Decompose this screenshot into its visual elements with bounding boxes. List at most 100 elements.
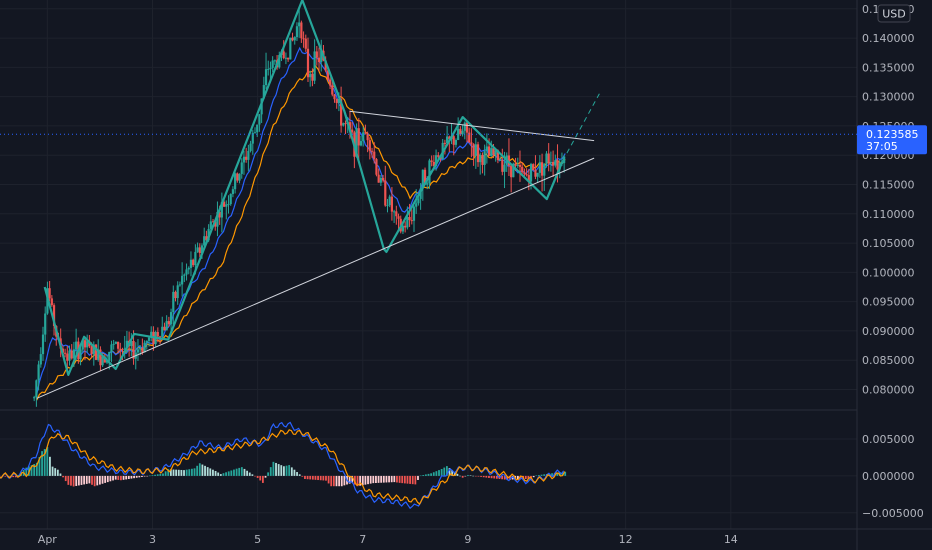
- candle-body[interactable]: [340, 98, 343, 126]
- candle-body[interactable]: [320, 50, 323, 62]
- candle-body[interactable]: [205, 236, 208, 241]
- candle-body[interactable]: [300, 22, 303, 39]
- candle-body[interactable]: [267, 68, 270, 70]
- candle-body[interactable]: [41, 334, 45, 355]
- candle-body[interactable]: [492, 148, 495, 155]
- candle-body[interactable]: [507, 155, 511, 166]
- candle-body[interactable]: [169, 312, 173, 325]
- candle-body[interactable]: [518, 164, 522, 167]
- candle-body[interactable]: [269, 67, 272, 69]
- candle-body[interactable]: [381, 177, 385, 181]
- candle-body[interactable]: [496, 150, 500, 161]
- candle-body[interactable]: [386, 205, 389, 207]
- candle-body[interactable]: [287, 57, 290, 60]
- candle-body[interactable]: [370, 150, 374, 152]
- candle-body[interactable]: [452, 136, 455, 145]
- candle-body[interactable]: [79, 349, 82, 360]
- candle-body[interactable]: [178, 284, 182, 286]
- candle-body[interactable]: [52, 305, 56, 326]
- candle-body[interactable]: [443, 142, 447, 144]
- candle-body[interactable]: [147, 337, 151, 341]
- candle-body[interactable]: [373, 151, 376, 160]
- candle-body[interactable]: [510, 165, 513, 178]
- candle-body[interactable]: [313, 51, 316, 81]
- candle-body[interactable]: [366, 133, 369, 141]
- candle-body[interactable]: [377, 174, 380, 183]
- candle-body[interactable]: [108, 351, 111, 361]
- candle-body[interactable]: [94, 344, 98, 360]
- candle-body[interactable]: [348, 122, 352, 130]
- candle-body[interactable]: [472, 144, 475, 156]
- candle-body[interactable]: [552, 161, 555, 166]
- candle-body[interactable]: [251, 132, 254, 144]
- candle-body[interactable]: [72, 349, 76, 359]
- candle-body[interactable]: [454, 139, 458, 145]
- candle-body[interactable]: [75, 341, 78, 350]
- candle-body[interactable]: [198, 247, 201, 254]
- candle-body[interactable]: [203, 236, 206, 246]
- candle-body[interactable]: [384, 180, 387, 206]
- candle-body[interactable]: [262, 85, 265, 99]
- candle-body[interactable]: [412, 206, 416, 221]
- candle-body[interactable]: [68, 350, 71, 361]
- candle-body[interactable]: [474, 144, 477, 156]
- candle-body[interactable]: [406, 216, 409, 228]
- candle-body[interactable]: [172, 291, 175, 313]
- candle-body[interactable]: [48, 288, 51, 299]
- candle-body[interactable]: [483, 151, 486, 165]
- candle-body[interactable]: [479, 154, 482, 163]
- candle-body[interactable]: [468, 132, 471, 143]
- candle-body[interactable]: [63, 352, 67, 354]
- candle-body[interactable]: [273, 60, 276, 62]
- candle-body[interactable]: [410, 220, 413, 222]
- candle-body[interactable]: [395, 211, 398, 217]
- candle-body[interactable]: [364, 132, 367, 134]
- candle-body[interactable]: [70, 350, 73, 359]
- candle-body[interactable]: [476, 144, 480, 163]
- candle-body[interactable]: [92, 344, 95, 355]
- candle-body[interactable]: [448, 136, 451, 140]
- candle-body[interactable]: [355, 128, 358, 157]
- candle-body[interactable]: [401, 225, 405, 232]
- candle-body[interactable]: [357, 128, 360, 146]
- candle-body[interactable]: [174, 291, 177, 299]
- candle-body[interactable]: [39, 354, 42, 365]
- candle-body[interactable]: [487, 146, 491, 157]
- candle-body[interactable]: [242, 156, 246, 163]
- candle-body[interactable]: [33, 397, 36, 399]
- candle-body[interactable]: [291, 37, 294, 41]
- candle-body[interactable]: [209, 221, 212, 229]
- candle-body[interactable]: [185, 269, 188, 275]
- time-axis[interactable]: Apr 3 5 7 9 12 14: [38, 533, 738, 546]
- triangle-trendlines[interactable]: [36, 93, 600, 399]
- candle-body[interactable]: [101, 356, 104, 366]
- candle-body[interactable]: [119, 348, 122, 350]
- candle-body[interactable]: [549, 161, 552, 163]
- candle-body[interactable]: [282, 51, 285, 59]
- candle-body[interactable]: [302, 38, 305, 40]
- candle-body[interactable]: [227, 204, 230, 206]
- candle-body[interactable]: [216, 211, 219, 227]
- candle-body[interactable]: [446, 136, 449, 144]
- candle-body[interactable]: [260, 98, 263, 115]
- candle-body[interactable]: [112, 343, 115, 345]
- candle-body[interactable]: [304, 38, 307, 49]
- candle-body[interactable]: [523, 172, 526, 175]
- candle-body[interactable]: [328, 79, 332, 86]
- candle-body[interactable]: [231, 189, 235, 194]
- candle-body[interactable]: [163, 326, 166, 331]
- candle-body[interactable]: [132, 340, 135, 359]
- candle-body[interactable]: [490, 148, 493, 157]
- candle-body[interactable]: [459, 128, 462, 135]
- candle-body[interactable]: [538, 162, 541, 173]
- candle-body[interactable]: [362, 132, 365, 142]
- candle-body[interactable]: [158, 336, 162, 338]
- candle-body[interactable]: [333, 94, 336, 100]
- candle-body[interactable]: [532, 164, 535, 171]
- candle-body[interactable]: [264, 69, 268, 86]
- candle-body[interactable]: [309, 73, 312, 78]
- candle-body[interactable]: [388, 196, 391, 206]
- candle-body[interactable]: [335, 99, 338, 104]
- trendline[interactable]: [36, 157, 595, 399]
